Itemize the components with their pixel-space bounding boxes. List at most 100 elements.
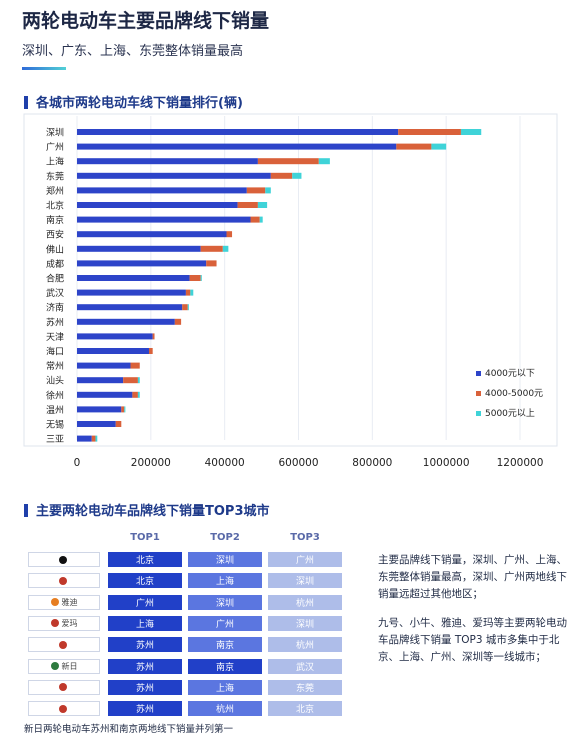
accent-line: [22, 67, 66, 70]
x-tick-label: 1200000: [497, 457, 544, 469]
bar-segment: [132, 391, 138, 398]
bar-segment: [77, 391, 133, 398]
bar-segment: [292, 172, 302, 179]
bar-segment: [77, 333, 153, 340]
x-tick-label: 400000: [205, 457, 245, 469]
bar-segment: [77, 260, 207, 267]
bar-segment: [115, 421, 122, 427]
top2-city-cell: 广州: [188, 615, 262, 631]
table-header-top3: TOP3: [290, 532, 320, 543]
category-label: 佛山: [46, 243, 64, 255]
footer-note: 新日两轮电动车苏州和南京两地线下销量并列第一: [24, 724, 234, 735]
top1-city-cell: 北京: [108, 552, 182, 567]
brand-label: 新日: [61, 661, 78, 671]
table-header-top1: TOP1: [130, 532, 160, 543]
category-label: 东莞: [46, 170, 64, 182]
bar-segment: [77, 289, 186, 296]
bar-segment: [77, 158, 258, 165]
category-label: 南京: [46, 214, 64, 226]
bar-segment: [77, 187, 247, 194]
category-label: 深圳: [46, 128, 64, 139]
bar-segment: [137, 391, 140, 398]
bar-segment: [77, 406, 122, 413]
legend-label: 5000元以上: [485, 408, 535, 419]
top3-city-cell: 广州: [268, 552, 342, 567]
bar-segment: [398, 129, 461, 135]
bar-segment: [257, 202, 268, 208]
bar-segment: [189, 275, 201, 281]
x-tick-label: 1000000: [423, 457, 470, 469]
bar-segment: [257, 158, 319, 165]
category-label: 海口: [46, 346, 64, 358]
category-label: 常州: [46, 360, 64, 372]
page-subtitle: 深圳、广东、上海、东莞整体销量最高: [22, 44, 244, 59]
bar-segment: [148, 348, 153, 354]
niu-logo-icon: [28, 573, 100, 589]
x-tick-label: 800000: [352, 457, 392, 469]
legend-label: 4000-5000元: [485, 389, 543, 399]
category-label: 广州: [46, 141, 64, 153]
category-label: 合肥: [46, 273, 64, 285]
chart-section-title: 各城市两轮电动车线下销量排行(辆): [36, 96, 243, 111]
category-label: 徐州: [46, 389, 64, 401]
bar-segment: [77, 129, 399, 135]
bar-segment: [121, 406, 125, 413]
bar-segment: [190, 289, 194, 296]
top1-city-cell: 苏州: [108, 679, 182, 695]
top1-city-cell: 苏州: [108, 701, 182, 717]
top2-city-cell: 南京: [188, 637, 262, 653]
top1-city-cell: 北京: [108, 573, 182, 589]
bar-segment: [187, 304, 189, 311]
category-label: 郑州: [46, 185, 64, 197]
top1-city-cell: 苏州: [108, 637, 182, 653]
table-section-title: 主要两轮电动车品牌线下销量TOP3城市: [36, 504, 270, 519]
bar-segment: [77, 435, 92, 442]
top1-city-cell: 上海: [108, 615, 182, 631]
top1-city-cell: 苏州: [108, 658, 182, 674]
section-marker: [24, 96, 28, 109]
bar-segment: [222, 245, 229, 252]
bar-segment: [77, 377, 124, 384]
bar-segment: [318, 158, 330, 165]
bar-segment: [77, 202, 238, 208]
top2-city-cell: 南京: [188, 658, 262, 674]
bar-chart: 0 200000 400000 600000 800000 1000000 1200000 深…: [23, 113, 558, 469]
x-tick-label: 600000: [278, 457, 318, 469]
bar-segment: [91, 435, 96, 442]
brand-mark-icon: [58, 704, 67, 713]
top2-city-cell: 杭州: [188, 701, 262, 717]
top2-city-cell: 上海: [188, 679, 262, 695]
category-label: 三亚: [46, 434, 64, 445]
top3-city-cell: 北京: [268, 701, 342, 717]
note-2: 九号、小牛、雅迪、爱玛等主要两轮电动车品牌线下销量 TOP3 城市多集中于北京、…: [378, 617, 567, 663]
top3-city-cell: 杭州: [268, 637, 342, 653]
brand-mark-icon: [50, 619, 59, 628]
bar-segment: [77, 275, 190, 281]
category-label: 西安: [46, 229, 64, 241]
bar-segment: [77, 245, 201, 252]
bar-segment: [77, 172, 271, 179]
category-label: 无锡: [46, 420, 64, 431]
bar-segment: [77, 348, 149, 354]
category-label: 上海: [46, 156, 64, 168]
brand-mark-icon: [58, 555, 67, 564]
emma-logo-icon: [28, 679, 100, 695]
legend-swatch: [476, 371, 481, 376]
bar-segment: [460, 129, 482, 135]
top2-city-cell: 深圳: [188, 552, 262, 567]
bar-segment: [77, 143, 397, 150]
bar-segment: [246, 187, 266, 194]
bar-segment: [200, 245, 223, 252]
bar-segment: [431, 143, 447, 150]
note-1: 主要品牌线下销量，深圳、广州、上海、东莞整体销量最高，深圳、广州两地线下销量远超…: [378, 554, 567, 600]
brand-mark-icon: [58, 683, 67, 692]
table-header-top2: TOP2: [210, 532, 240, 543]
chart-section-heading: 各城市两轮电动车线下销量排行(辆): [24, 92, 243, 111]
top3-city-cell: 杭州: [268, 594, 342, 610]
bar-segment: [396, 143, 432, 150]
bar-segment: [265, 187, 271, 194]
legend-swatch: [476, 391, 481, 396]
section-marker: [24, 504, 28, 517]
bar-segment: [77, 231, 227, 238]
bar-segment: [77, 421, 116, 427]
